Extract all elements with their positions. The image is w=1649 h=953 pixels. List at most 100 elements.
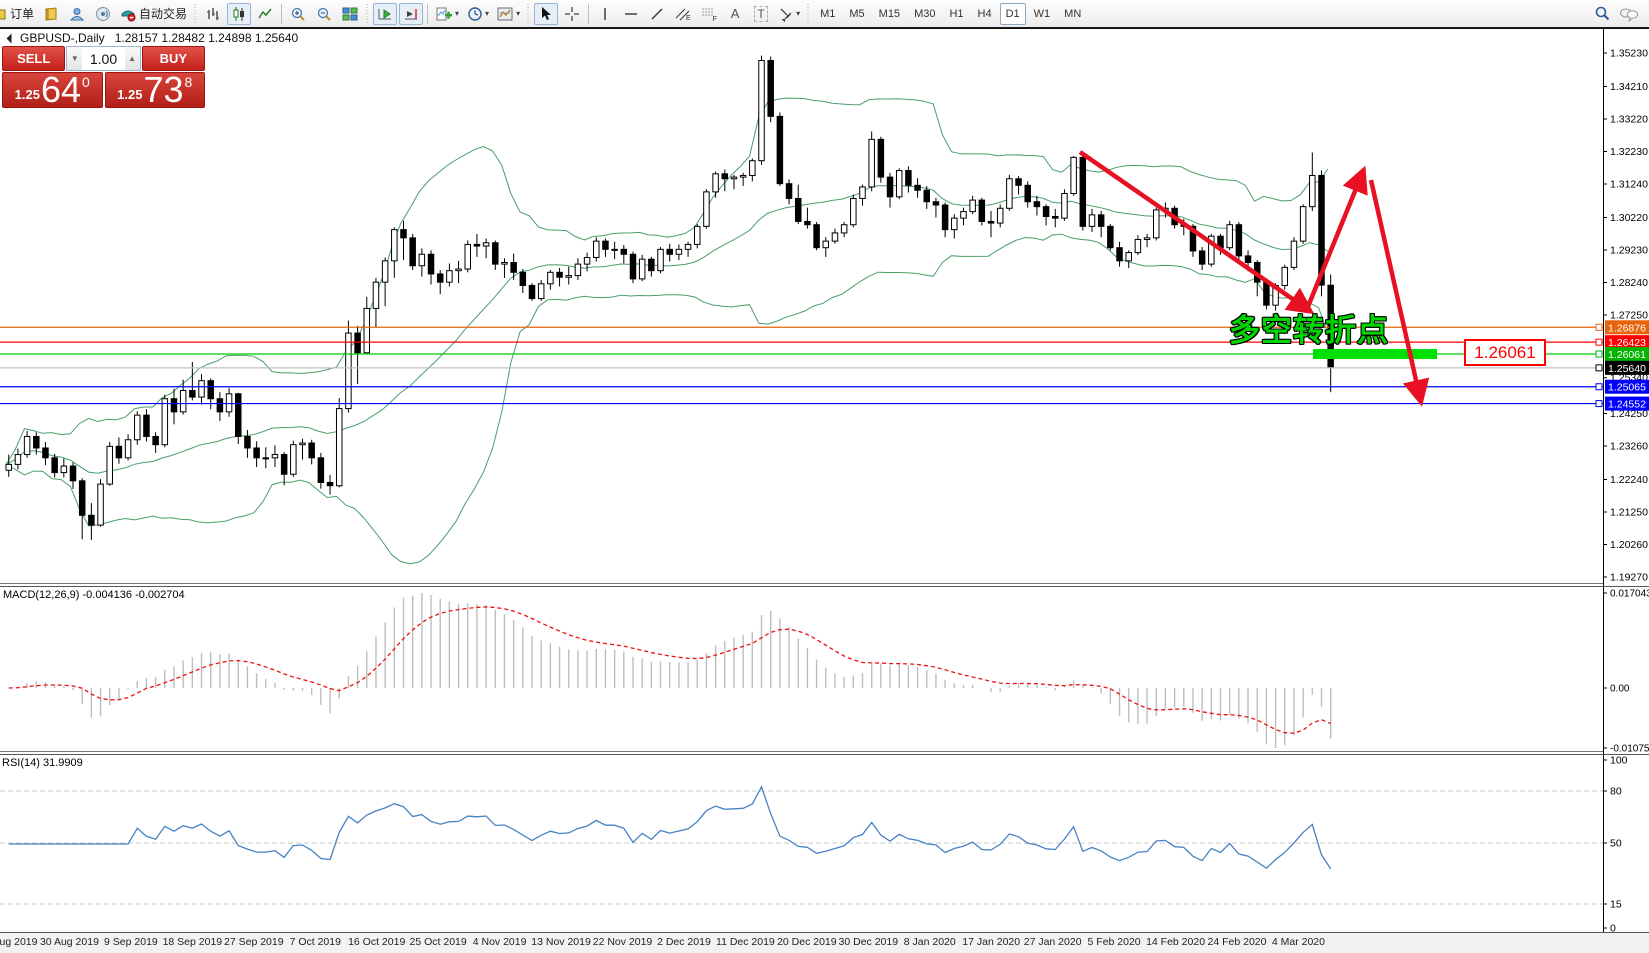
auto-scroll-button[interactable] [373,2,398,25]
candlestick-icon [233,6,245,21]
badge-connector [1595,350,1603,358]
macd-values: -0.004136 -0.002704 [82,589,185,601]
bear-candle [354,332,361,354]
periods-button[interactable]: ▾ [464,3,492,25]
bull-candle [996,207,1004,224]
indicators-button[interactable]: ▾ [432,3,462,25]
bar-chart-button[interactable] [201,3,225,25]
bear-candle [556,271,563,278]
bull-candle [1070,156,1077,195]
autotrading-button[interactable]: 自动交易 [117,3,190,25]
bear-candle [941,204,949,231]
bull-candle [1125,252,1132,262]
tf-m30[interactable]: M30 [914,7,936,20]
horizontal-line-tool[interactable] [619,3,643,25]
candlestick-chart-button[interactable] [227,2,252,25]
cursor-button[interactable] [534,2,559,25]
buy-price-frac: 1.25 [117,87,143,102]
bear-candle [1189,225,1197,252]
bull-candle [712,173,719,193]
text-tool[interactable]: A [723,3,747,25]
bear-candle [51,457,58,474]
ohlc-values: 1.28157 1.28482 1.24898 1.25640 [114,31,299,45]
zoom-out-button[interactable] [312,3,336,25]
text-label-tool[interactable]: T [749,3,773,25]
buy-button[interactable]: BUY [141,46,206,71]
volume-increase-button[interactable]: ▲ [124,47,140,70]
price-tick-label: 1.34210 [1610,81,1648,93]
bear-candle [1052,216,1059,219]
bull-candle [684,243,692,250]
macd-tick-label: 0.017043 [1610,589,1649,600]
tf-m5[interactable]: M5 [849,7,865,20]
crosshair-icon [565,6,580,21]
rsi-label-row: RSI(14) 31.9909 [2,757,83,769]
trend-arrow [1078,150,1315,315]
badge-connector [1595,338,1603,346]
sell-price-display[interactable]: 1.25 64 0 [2,72,103,108]
line-chart-button[interactable] [253,3,277,25]
price-tag-box[interactable]: 1.26061 [1464,339,1546,366]
tf-m15[interactable]: M15 [878,7,901,20]
bull-candle [657,248,664,272]
date-tick-label: 5 Feb 2020 [1087,936,1141,948]
tf-d1[interactable]: D1 [999,2,1026,25]
bear-candle [78,480,86,516]
price-tick-label: 1.20260 [1610,539,1648,551]
tf-m1[interactable]: M1 [820,7,836,20]
arrows-tool[interactable]: ▾ [775,3,803,25]
template-icon [497,7,513,20]
signal-icon [96,6,111,21]
bear-candle [1263,281,1270,306]
bull-candle [960,211,967,219]
bull-candle [134,414,141,441]
volume-value[interactable]: 1.00 [89,50,118,67]
bear-candle [42,447,49,459]
bull-candle [5,463,12,471]
volume-decrease-button[interactable]: ▼ [67,47,83,70]
tf-h4[interactable]: H4 [977,7,992,20]
templates-button[interactable]: ▾ [494,3,523,25]
market-watch-button[interactable] [39,3,63,25]
chat-button[interactable] [1616,3,1642,25]
bull-candle [859,186,866,199]
bear-candle [978,199,986,222]
bear-candle [794,197,802,222]
tile-windows-button[interactable] [338,3,362,25]
channel-tool[interactable]: E [671,3,695,25]
new-order-button[interactable]: 订单 [0,3,37,25]
tf-mn[interactable]: MN [1064,7,1082,20]
bollinger-band [5,233,1329,565]
date-tick-label: 30 Aug 2019 [39,936,99,948]
trendline-tool[interactable] [645,3,669,25]
fibonacci-tool[interactable]: F [697,3,721,25]
tf-h1[interactable]: H1 [949,7,964,20]
bear-candle [216,398,224,413]
search-button[interactable] [1590,3,1614,25]
trend-arrow [1304,165,1368,310]
price-tick-label: 1.30220 [1610,212,1648,224]
signals-button[interactable] [91,3,115,25]
date-tick-label: 20 Dec 2019 [777,936,837,948]
accounts-button[interactable] [65,3,89,25]
bull-candle [106,445,113,485]
price-badge [1605,396,1649,411]
toolbar-grip [365,3,371,24]
tf-w1[interactable]: W1 [1033,7,1051,20]
bear-candle [492,242,499,265]
crosshair-button[interactable] [560,3,584,25]
macd-tick-label: 0.00 [1610,684,1630,695]
sell-button[interactable]: SELL [2,46,66,71]
bear-candle [776,115,784,185]
buy-price-display[interactable]: 1.25 73 8 [104,72,205,108]
zoom-in-button[interactable] [286,3,310,25]
chart-shift-button[interactable] [399,2,424,25]
turning-point-annotation[interactable]: 多空转折点 [1229,313,1389,348]
bull-candle [1061,193,1068,219]
vertical-line-tool[interactable] [593,3,617,25]
price-badge-label: 1.26423 [1608,337,1646,349]
dropdown-arrow-icon: ▾ [485,9,490,18]
